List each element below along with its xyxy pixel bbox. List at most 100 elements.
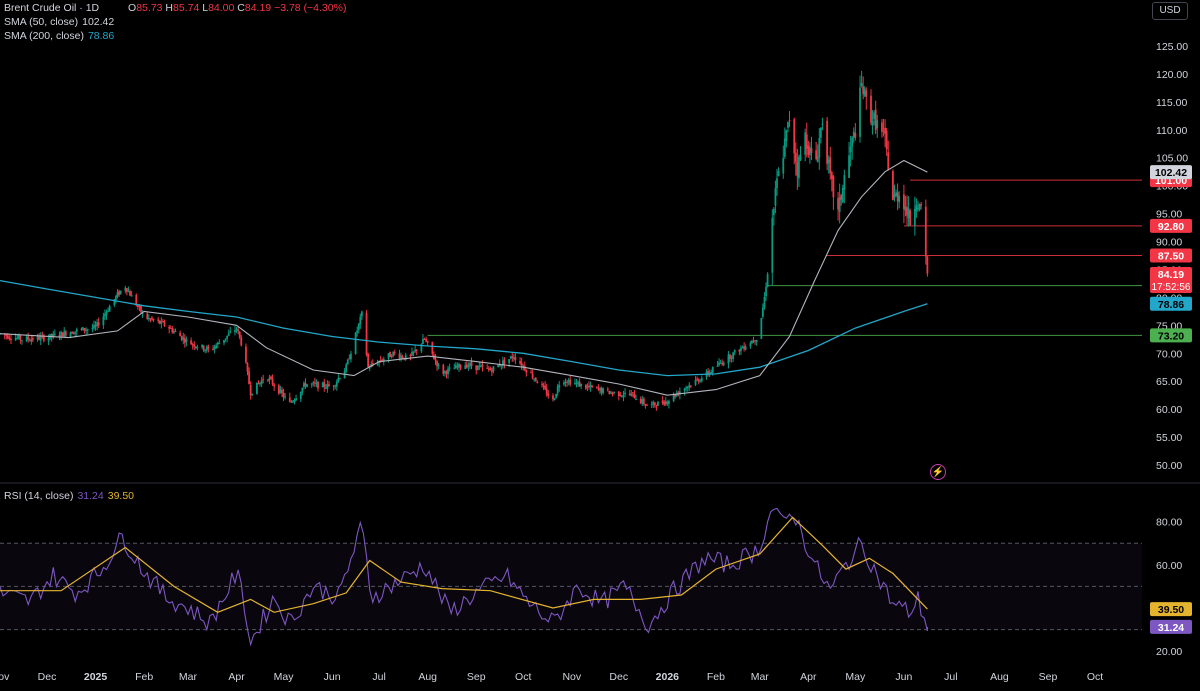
candle-body xyxy=(182,337,185,340)
candle-body xyxy=(655,406,658,408)
candle-body xyxy=(160,320,163,324)
candle-body xyxy=(892,171,894,201)
candle-body xyxy=(509,356,512,359)
candle-body xyxy=(818,138,821,158)
candle-body xyxy=(80,328,83,330)
candle-body xyxy=(240,337,243,346)
price-label-bg xyxy=(1150,296,1192,311)
candle-body xyxy=(389,352,391,357)
candle-body xyxy=(321,382,324,388)
time-axis-tick: Jun xyxy=(324,671,341,683)
rsi-legend[interactable]: RSI (14, close) 31.24 39.50 xyxy=(4,490,134,503)
candle-body xyxy=(874,109,877,131)
price-axis-tick: 65.00 xyxy=(1156,376,1182,388)
candle-body xyxy=(613,391,615,393)
time-axis-tick: Aug xyxy=(990,671,1009,683)
candle-body xyxy=(696,378,699,380)
candle-body xyxy=(882,131,885,133)
currency-button[interactable]: USD xyxy=(1152,2,1188,20)
candle-body xyxy=(223,339,225,344)
candle-body xyxy=(447,368,449,375)
candle-body xyxy=(755,340,758,342)
candle-body xyxy=(237,329,240,332)
candle-body xyxy=(262,379,265,381)
candle-body xyxy=(783,138,786,157)
price-axis-tick: 115.00 xyxy=(1156,97,1187,109)
candle-body xyxy=(530,372,532,374)
candle-body xyxy=(566,381,568,383)
candle-body xyxy=(194,346,197,348)
time-axis-tick: Sep xyxy=(467,671,486,683)
candle-body xyxy=(141,313,144,315)
candle-body xyxy=(794,152,797,162)
candle-body xyxy=(74,331,77,334)
flash-icon[interactable]: ⚡ xyxy=(930,464,946,480)
candle-body xyxy=(135,294,138,306)
candle-body xyxy=(393,352,396,354)
candle-body xyxy=(85,329,88,331)
candle-body xyxy=(840,195,843,200)
candle-body xyxy=(431,341,434,354)
candle-body xyxy=(436,360,438,367)
candle-body xyxy=(459,364,462,368)
candle-body xyxy=(445,371,448,375)
candle-body xyxy=(657,401,659,407)
candle-body xyxy=(765,286,767,297)
candle-body xyxy=(591,386,594,388)
time-axis-tick: Mar xyxy=(179,671,198,683)
candle-body xyxy=(171,328,174,333)
candle-body xyxy=(672,394,675,402)
candle-body xyxy=(743,346,746,349)
price-axis-tick: 70.00 xyxy=(1156,348,1182,360)
candle-body xyxy=(279,389,282,393)
sma50-legend[interactable]: SMA (50, close) 102.42 xyxy=(4,16,114,29)
candle-body xyxy=(93,324,95,329)
rsi-price-label: 31.24 xyxy=(1158,622,1184,634)
candle-body xyxy=(179,332,182,337)
symbol-title[interactable]: Brent Crude Oil · 1D xyxy=(4,2,100,14)
candle-body xyxy=(481,364,484,367)
candle-body xyxy=(772,208,775,216)
hline-price-label: 73.20 xyxy=(1158,330,1184,342)
candle-body xyxy=(387,353,390,359)
high-key: H xyxy=(165,2,174,14)
candle-body xyxy=(390,356,393,358)
time-axis-tick: Feb xyxy=(707,671,725,683)
candle-body xyxy=(500,365,503,367)
candle-body xyxy=(64,331,67,336)
candle-body xyxy=(520,362,523,367)
candle-body xyxy=(213,346,216,350)
candle-body xyxy=(650,404,653,406)
candle-body xyxy=(83,328,86,331)
price-axis-tick: 90.00 xyxy=(1156,237,1182,249)
candle-body xyxy=(512,357,515,359)
time-axis-tick: Nov xyxy=(0,671,10,683)
candle-body xyxy=(401,356,404,359)
candle-body xyxy=(799,154,802,161)
candle-body xyxy=(207,346,210,349)
candle-body xyxy=(719,362,722,364)
candle-body xyxy=(639,398,642,403)
candle-body xyxy=(569,379,572,385)
candle-body xyxy=(52,333,55,337)
candle-body xyxy=(895,192,897,197)
candle-body xyxy=(849,146,852,153)
candle-body xyxy=(785,130,788,141)
price-axis-tick: 120.00 xyxy=(1156,69,1188,81)
candle-body xyxy=(718,362,720,366)
candle-body xyxy=(807,145,810,155)
candle-body xyxy=(860,82,863,87)
price-label-bg xyxy=(1150,266,1192,293)
candle-body xyxy=(17,335,20,339)
candle-body xyxy=(310,383,313,385)
sma200-legend[interactable]: SMA (200, close) 78.86 xyxy=(4,30,114,43)
candle-body xyxy=(697,379,700,382)
candle-body xyxy=(326,384,329,389)
candle-body xyxy=(896,192,899,202)
candle-body xyxy=(469,363,471,366)
candle-body xyxy=(304,382,307,387)
candle-body xyxy=(434,358,437,361)
candle-body xyxy=(215,345,218,348)
